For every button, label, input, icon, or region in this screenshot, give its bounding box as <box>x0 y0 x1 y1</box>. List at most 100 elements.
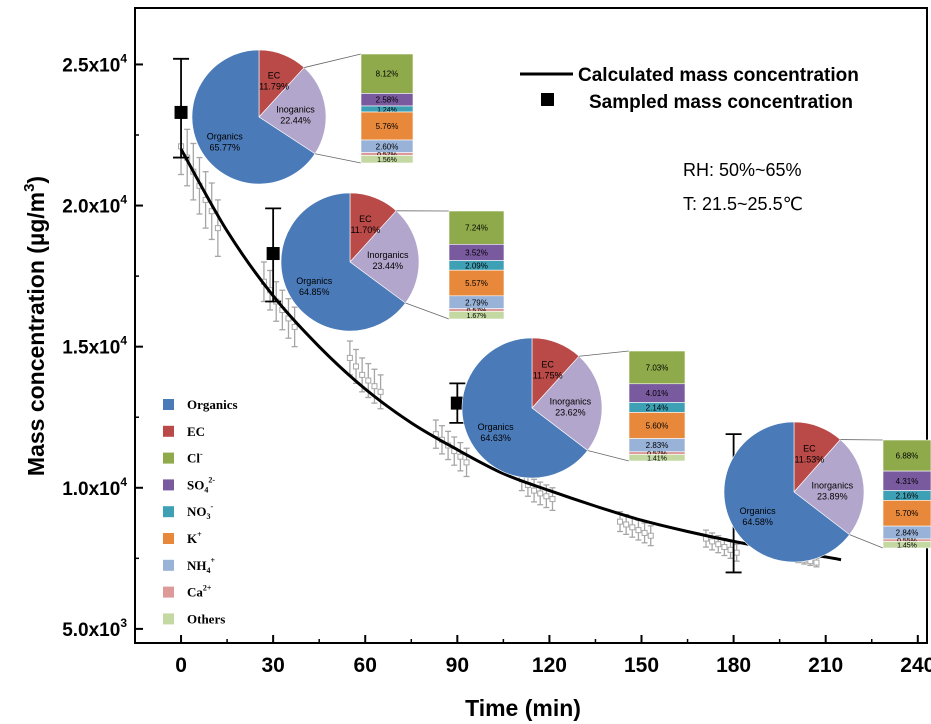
pie-slice-name: Inorganics <box>367 250 409 260</box>
stacked-bar-value: 2.60% <box>376 142 399 151</box>
stacked-bar-value: 2.79% <box>465 298 488 307</box>
pie-connector <box>304 53 362 68</box>
stacked-bar-value: 2.58% <box>376 96 399 105</box>
pie-slice-name: EC <box>541 360 554 370</box>
pie-slice-name: Organics <box>740 506 777 516</box>
pie-slice-name: EC <box>803 443 816 453</box>
pie-slice-value: 65.77% <box>210 142 241 152</box>
pie-slice <box>191 49 316 185</box>
x-tick-label: 0 <box>175 654 187 677</box>
pie-slice-value: 64.85% <box>299 287 330 297</box>
y-tick-label: 5.0x103 <box>62 616 127 641</box>
stacked-bar-value: 2.83% <box>646 441 669 450</box>
pie-connector <box>405 302 450 320</box>
measured-error-bar <box>377 374 384 410</box>
pie-slice-value: 23.44% <box>372 261 403 271</box>
measured-error-bar <box>635 519 642 541</box>
sampled-point <box>173 57 190 159</box>
stacked-bar-value: 2.84% <box>896 529 919 538</box>
stacked-bar-value: 1.67% <box>467 313 487 320</box>
measured-error-bar <box>702 529 709 548</box>
stacked-bar-value: 1.41% <box>647 456 667 463</box>
stacked-bar-segment: 1.45% <box>882 541 931 550</box>
stacked-bar-value: 4.31% <box>896 477 919 486</box>
pie-connector <box>314 153 362 164</box>
svg-text:Ca2+: Ca2+ <box>187 584 212 600</box>
stacked-bar-segment: 2.14% <box>628 402 686 413</box>
measured-error-bar <box>432 419 439 449</box>
measured-error-bar <box>463 447 470 478</box>
stacked-bar-value: 1.56% <box>377 157 397 164</box>
stacked-bar-value: 2.16% <box>896 491 919 500</box>
legend-calculated: Calculated mass concentration <box>520 65 859 86</box>
composition-legend-item: EC <box>163 424 205 439</box>
measured-error-bar <box>346 340 353 376</box>
pie-slice-value: 23.89% <box>817 491 848 501</box>
stacked-bar-value: 5.57% <box>465 279 488 288</box>
composition-legend-item: K+ <box>163 530 202 546</box>
plot-frame <box>134 7 928 644</box>
measured-error-bar <box>813 557 820 568</box>
x-tick-label: 180 <box>716 654 751 677</box>
composition-legend-item: Cl- <box>163 450 203 466</box>
stacked-bar-segment: 2.79% <box>448 295 505 309</box>
composition-legend-item: NH4+ <box>163 556 216 575</box>
stacked-bar-value: 4.01% <box>646 389 669 398</box>
stacked-bar-segment: 8.12% <box>360 53 414 94</box>
pie-slice-name: EC <box>268 70 281 80</box>
stacked-bar-segment: 5.60% <box>628 412 686 439</box>
pie-connector <box>849 534 884 549</box>
pie-slice-name: Organics <box>207 131 244 141</box>
stacked-bar-value: 5.76% <box>376 122 399 131</box>
svg-text:SO42-: SO42- <box>187 475 215 494</box>
stacked-bar-value: 7.03% <box>646 363 669 372</box>
svg-text:EC: EC <box>187 424 205 439</box>
pie-connector <box>579 350 630 357</box>
stacked-bar-segment: 3.52% <box>448 244 505 261</box>
pie-slice <box>531 355 603 451</box>
sampled-point <box>265 207 282 303</box>
stacked-bar-segment: 2.58% <box>360 93 414 107</box>
measured-error-bar <box>451 436 458 466</box>
stacked-bar-value: 5.60% <box>646 422 669 431</box>
stacked-bar-value: 2.14% <box>646 403 669 412</box>
stacked-bar-value: 3.52% <box>465 248 488 257</box>
pie-slice-name: Inorganics <box>812 480 854 490</box>
stacked-bar-segment: 2.16% <box>882 490 931 501</box>
stacked-bar-value: 1.24% <box>377 107 397 114</box>
stacked-bar-value: 2.09% <box>465 261 488 270</box>
stacked-bar-segment: 7.03% <box>628 350 686 385</box>
pie-slice <box>280 192 406 332</box>
pie-slice <box>461 337 589 479</box>
pie-slice <box>723 421 850 563</box>
pie-slice-value: 22.44% <box>280 115 311 125</box>
pie-slice-name: Organics <box>478 422 515 432</box>
measured-error-bar <box>629 516 636 538</box>
measured-error-bar <box>733 543 740 562</box>
stacked-bar-segment: 5.76% <box>360 111 414 141</box>
x-tick-label: 240 <box>900 654 931 677</box>
y-tick-label: 2.0x104 <box>62 193 127 218</box>
pie-connector <box>587 450 630 462</box>
stacked-bar-value: 6.88% <box>896 452 919 461</box>
measured-error-bar <box>531 478 538 503</box>
svg-text:Calculated mass concentration: Calculated mass concentration <box>578 65 859 86</box>
pie-slice-value: 23.62% <box>555 408 586 418</box>
pie-slice-value: 11.79% <box>259 81 289 91</box>
stacked-bar-segment: 7.24% <box>448 210 505 245</box>
stacked-bar-value: 1.45% <box>897 543 917 550</box>
pie-slice-value: 11.53% <box>794 454 824 464</box>
pie-slice-value: 64.58% <box>742 517 773 527</box>
measured-error-bar <box>291 306 298 348</box>
x-tick-label: 210 <box>808 654 843 677</box>
composition-legend-item: Organics <box>163 397 238 412</box>
condition-temperature: T: 21.5~25.5℃ <box>683 194 803 214</box>
measured-error-bar <box>214 199 221 258</box>
composition-legend-item: NO3- <box>163 502 214 521</box>
stacked-bar-segment: 6.88% <box>882 439 931 472</box>
composition-legend-item: Ca2+ <box>163 584 212 600</box>
svg-text:K+: K+ <box>187 530 202 546</box>
